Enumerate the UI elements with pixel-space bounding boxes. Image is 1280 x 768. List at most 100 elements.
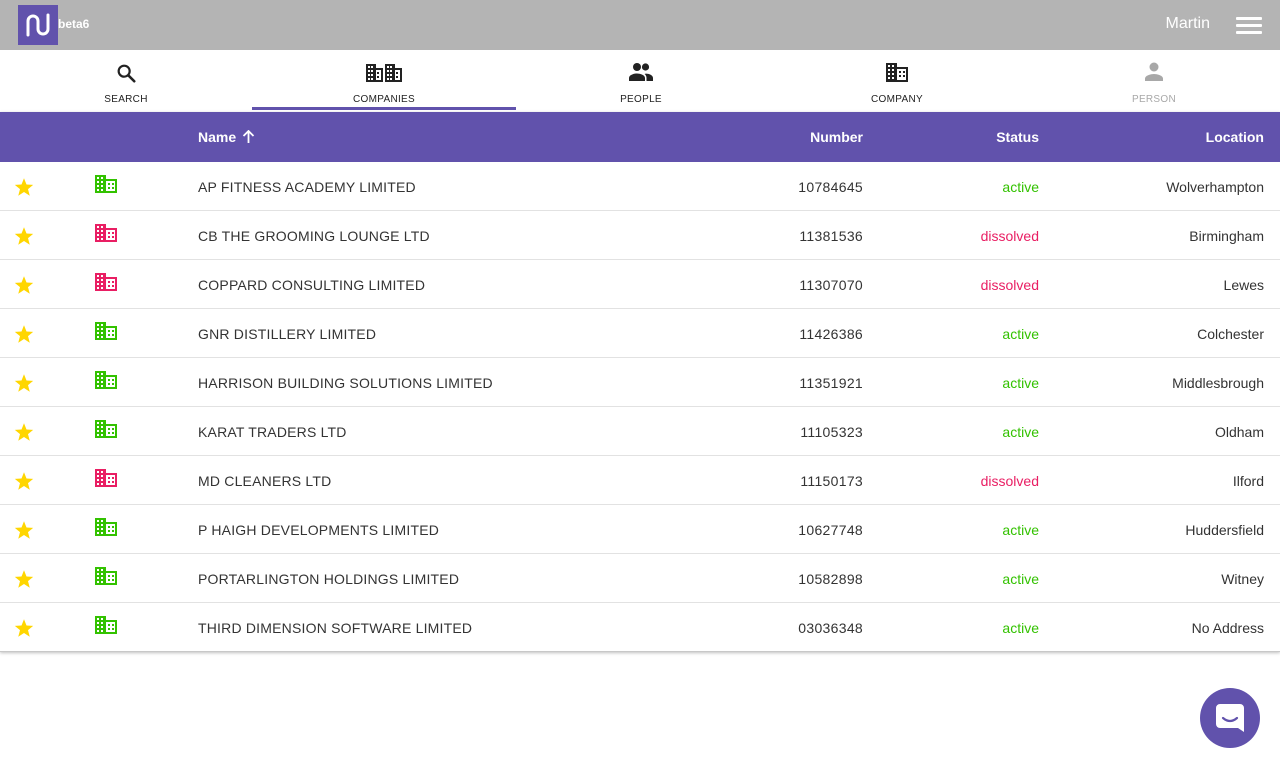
building-icon: [95, 567, 117, 585]
menu-icon: [1236, 17, 1262, 20]
company-location: Witney: [1221, 571, 1264, 587]
company-number: 10784645: [798, 179, 863, 195]
user-name[interactable]: Martin: [1165, 15, 1210, 32]
column-header-location[interactable]: Location: [1205, 129, 1264, 145]
menu-icon-bar: [1236, 31, 1262, 34]
table-row[interactable]: P HAIGH DEVELOPMENTS LIMITED 10627748 acti…: [0, 505, 1280, 554]
column-header-name[interactable]: Name: [198, 129, 255, 145]
building-icon: [95, 420, 117, 438]
table-header: Name Number Status Location: [0, 112, 1280, 162]
logo-icon: [26, 13, 50, 37]
company-number: 10582898: [798, 571, 863, 587]
company-status: dissolved: [980, 228, 1039, 244]
building-icon: [95, 616, 117, 634]
company-number: 11426386: [799, 326, 863, 342]
company-status: active: [1002, 326, 1039, 342]
favorite-star-icon[interactable]: [14, 520, 34, 540]
company-name[interactable]: THIRD DIMENSION SOFTWARE LIMITED: [198, 620, 473, 636]
top-bar: beta6 Martin: [0, 0, 1280, 50]
logo[interactable]: [18, 5, 58, 45]
company-name[interactable]: PORTARLINGTON HOLDINGS LIMITED: [198, 571, 460, 587]
company-number: 11381536: [799, 228, 863, 244]
favorite-star-icon[interactable]: [14, 471, 34, 491]
company-status: dissolved: [980, 473, 1039, 489]
company-name[interactable]: AP FITNESS ACADEMY LIMITED: [198, 179, 416, 195]
company-name[interactable]: P HAIGH DEVELOPMENTS LIMITED: [198, 522, 440, 538]
person-icon: [1145, 62, 1163, 81]
tab-person[interactable]: PERSON: [1028, 50, 1280, 112]
building-icon: [95, 273, 117, 291]
favorite-star-icon[interactable]: [14, 226, 34, 246]
company-status: active: [1002, 424, 1039, 440]
building-icon: [95, 371, 117, 389]
tab-people[interactable]: PEOPLE: [516, 50, 766, 112]
favorite-star-icon[interactable]: [14, 422, 34, 442]
table-row[interactable]: COPPARD CONSULTING LIMITED 11307070 dissol…: [0, 260, 1280, 309]
favorite-star-icon[interactable]: [14, 275, 34, 295]
company-status: active: [1002, 179, 1039, 195]
version-badge: beta6: [58, 17, 90, 31]
favorite-star-icon[interactable]: [14, 373, 34, 393]
column-header-label: Name: [198, 129, 237, 145]
table-row[interactable]: CB THE GROOMING LOUNGE LTD 11381536 dissol…: [0, 211, 1280, 260]
company-number: 11105323: [800, 424, 863, 440]
menu-button[interactable]: [1236, 15, 1262, 35]
company-status: active: [1002, 620, 1039, 636]
tab-bar: SEARCH COMPANIES PEOPLE CO: [0, 50, 1280, 112]
table-row[interactable]: MD CLEANERS LTD 11150173 dissolved Ilford: [0, 456, 1280, 505]
company-number: 11351921: [799, 375, 863, 391]
company-number: 03036348: [798, 620, 863, 636]
chat-icon: [1216, 704, 1244, 732]
company-name[interactable]: CB THE GROOMING LOUNGE LTD: [198, 228, 430, 244]
company-number: 11150173: [800, 473, 863, 489]
company-location: Huddersfield: [1185, 522, 1264, 538]
tab-companies[interactable]: COMPANIES: [252, 50, 516, 112]
tab-label: COMPANIES: [353, 94, 415, 105]
chat-launcher-button[interactable]: [1200, 688, 1260, 748]
menu-icon-bar: [1236, 24, 1262, 27]
tab-company[interactable]: COMPANY: [766, 50, 1028, 112]
company-location: Colchester: [1197, 326, 1264, 342]
table-body: AP FITNESS ACADEMY LIMITED 10784645 active…: [0, 162, 1280, 652]
tab-label: PERSON: [1131, 94, 1177, 105]
column-header-status[interactable]: Status: [996, 129, 1039, 145]
sort-ascending-icon: [243, 129, 255, 143]
building-icon: [95, 175, 117, 193]
table-row[interactable]: KARAT TRADERS LTD 11105323 active Oldham: [0, 407, 1280, 456]
company-name[interactable]: MD CLEANERS LTD: [198, 473, 332, 489]
favorite-star-icon[interactable]: [14, 569, 34, 589]
table-row[interactable]: HARRISON BUILDING SOLUTIONS LIMITED 11351…: [0, 358, 1280, 407]
companies-icon: [366, 64, 402, 82]
favorite-star-icon[interactable]: [14, 618, 34, 638]
table-row[interactable]: AP FITNESS ACADEMY LIMITED 10784645 active…: [0, 162, 1280, 211]
company-status: active: [1002, 375, 1039, 391]
company-number: 10627748: [798, 522, 863, 538]
tab-search[interactable]: SEARCH: [0, 50, 252, 112]
company-location: Wolverhampton: [1166, 179, 1264, 195]
company-name[interactable]: COPPARD CONSULTING LIMITED: [198, 277, 426, 293]
company-location: No Address: [1191, 620, 1264, 636]
table-row[interactable]: THIRD DIMENSION SOFTWARE LIMITED 03036348…: [0, 603, 1280, 652]
company-name[interactable]: HARRISON BUILDING SOLUTIONS LIMITED: [198, 375, 493, 391]
company-name[interactable]: GNR DISTILLERY LIMITED: [198, 326, 377, 342]
tab-label: PEOPLE: [620, 94, 662, 105]
company-location: Ilford: [1232, 473, 1264, 489]
company-name[interactable]: KARAT TRADERS LTD: [198, 424, 347, 440]
table-row[interactable]: PORTARLINGTON HOLDINGS LIMITED 10582898 ac…: [0, 554, 1280, 603]
company-status: active: [1002, 571, 1039, 587]
company-number: 11307070: [799, 277, 863, 293]
table-row[interactable]: GNR DISTILLERY LIMITED 11426386 active Colc…: [0, 309, 1280, 358]
company-location: Oldham: [1214, 424, 1264, 440]
active-tab-indicator: [252, 107, 516, 110]
building-icon: [95, 224, 117, 242]
people-icon: [629, 63, 653, 81]
tab-label: SEARCH: [104, 94, 148, 105]
company-location: Lewes: [1223, 277, 1264, 293]
building-icon: [95, 469, 117, 487]
favorite-star-icon[interactable]: [14, 324, 34, 344]
building-icon: [95, 518, 117, 536]
column-header-number[interactable]: Number: [810, 129, 863, 145]
favorite-star-icon[interactable]: [14, 177, 34, 197]
company-status: active: [1002, 522, 1039, 538]
tab-label: COMPANY: [871, 94, 923, 105]
